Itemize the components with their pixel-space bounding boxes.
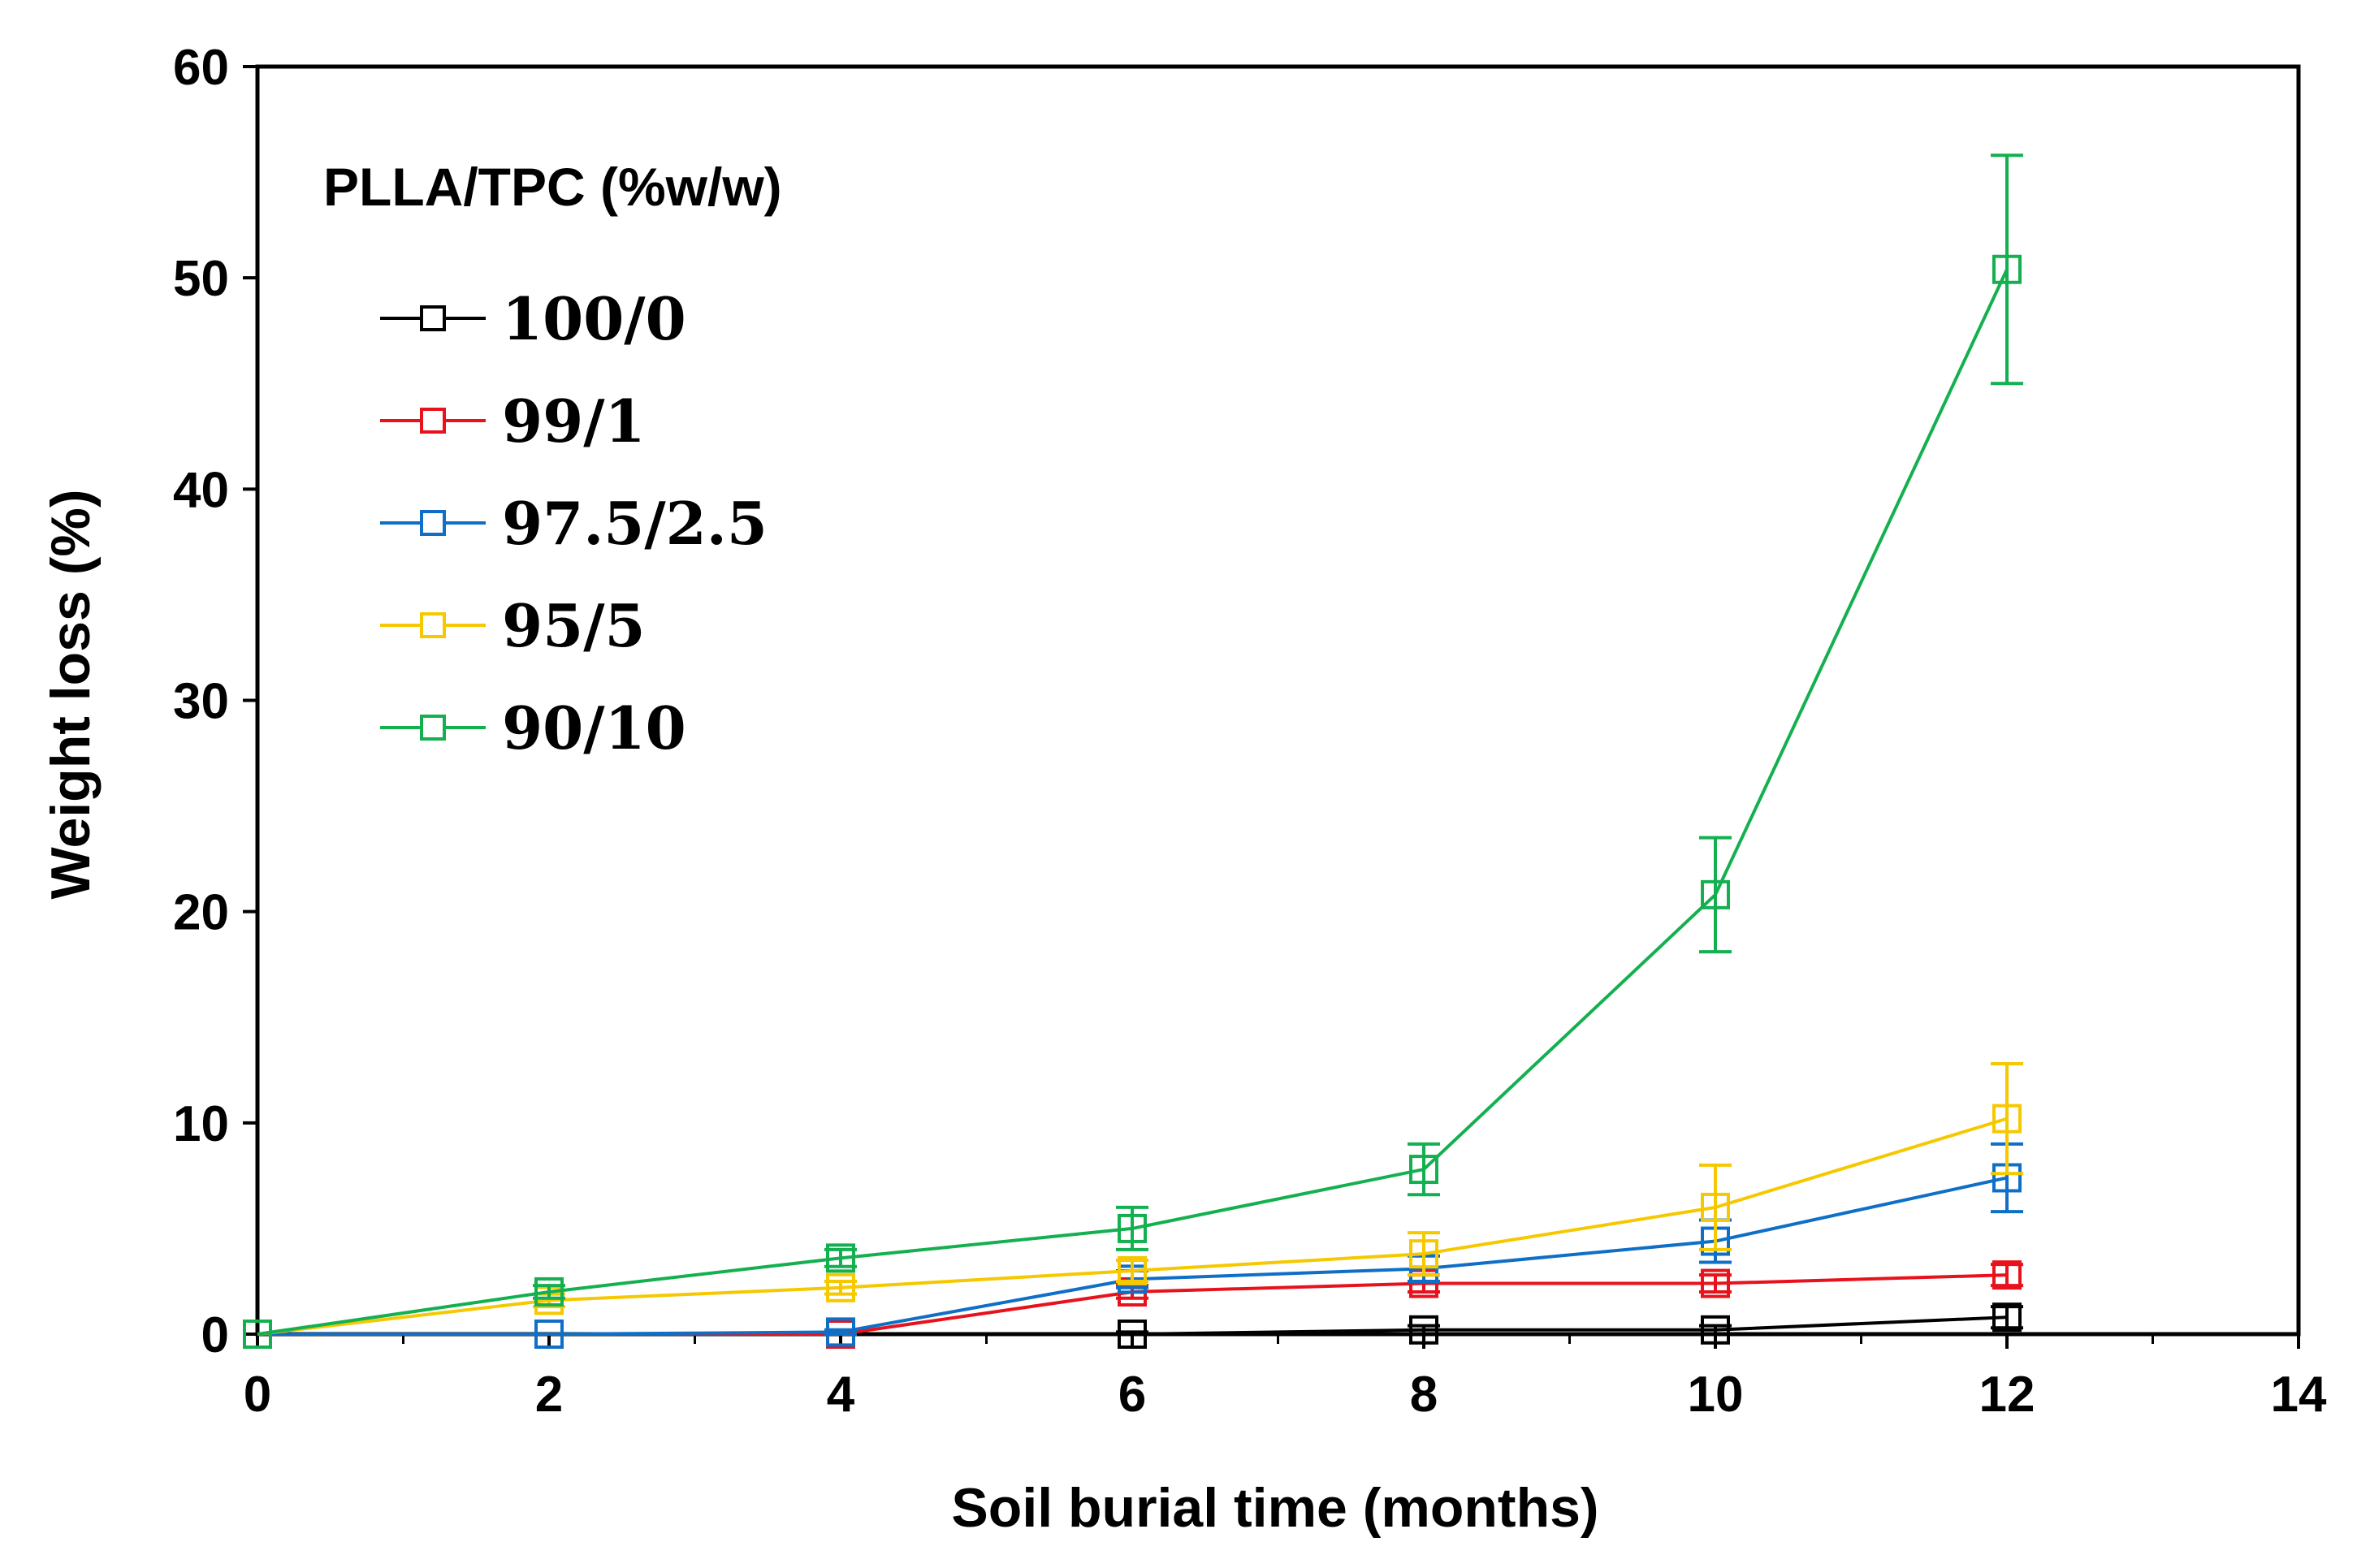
legend-item: 95/5 (380, 591, 646, 660)
data-point (826, 1243, 855, 1273)
data-point (1118, 1213, 1147, 1243)
legend: PLLA/TPC (%w/w) 100/0 99/1 97.5/2.5 95/5 90/… (323, 157, 782, 762)
y-tick-label: 0 (201, 1307, 229, 1363)
data-point (1409, 1155, 1438, 1185)
data-point (826, 1272, 855, 1302)
data-point (1992, 1302, 2022, 1333)
data-point (826, 1317, 855, 1347)
y-tick-label: 10 (173, 1096, 229, 1152)
data-point (1118, 1320, 1147, 1349)
data-point (1701, 1268, 1730, 1298)
data-point (1701, 879, 1730, 909)
legend-marker (420, 510, 446, 536)
x-tick-label: 12 (1979, 1367, 2035, 1423)
legend-item: 100/0 (380, 284, 686, 353)
legend-label: 99/1 (502, 387, 646, 456)
data-point (1409, 1315, 1438, 1345)
legend-label: 100/0 (502, 284, 686, 353)
y-tick-label: 40 (173, 462, 229, 518)
x-axis-title: Soil burial time (months) (951, 1477, 1598, 1539)
y-tick-label: 30 (173, 674, 229, 730)
data-point (1992, 1104, 2022, 1134)
axis-ticks: 0 2 4 6 8 10 12 14 0 10 20 30 40 50 60 (173, 40, 2327, 1423)
legend-marker (420, 408, 446, 434)
y-axis-title: Weight loss (%) (40, 490, 102, 900)
legend-item: 99/1 (380, 387, 646, 456)
legend-marker (420, 305, 446, 331)
data-point (1992, 1260, 2022, 1290)
data-point (1701, 1192, 1730, 1222)
data-point (1409, 1239, 1438, 1269)
x-tick-label: 6 (1118, 1367, 1146, 1423)
legend-label: 95/5 (502, 591, 646, 660)
data-point (1992, 254, 2022, 284)
y-tick-label: 50 (173, 251, 229, 307)
y-tick-label: 60 (173, 40, 229, 96)
data-point (1118, 1255, 1147, 1285)
data-point (243, 1320, 272, 1349)
legend-marker (420, 715, 446, 741)
legend-item: 97.5/2.5 (380, 489, 768, 558)
series-90/10 (243, 153, 2023, 1349)
data-point (1701, 1315, 1730, 1345)
x-tick-label: 2 (535, 1367, 563, 1423)
data-point (534, 1320, 564, 1349)
legend-label: 90/10 (502, 693, 686, 762)
x-tick-label: 8 (1410, 1367, 1438, 1423)
x-tick-label: 0 (244, 1367, 271, 1423)
data-point (534, 1276, 564, 1307)
legend-title: PLLA/TPC (%w/w) (323, 157, 782, 217)
legend-items: 100/0 99/1 97.5/2.5 95/5 90/10 (380, 284, 768, 762)
x-tick-label: 10 (1688, 1367, 1744, 1423)
y-tick-label: 20 (173, 885, 229, 941)
legend-marker (420, 612, 446, 638)
legend-label: 97.5/2.5 (502, 489, 768, 558)
x-tick-label: 4 (827, 1367, 855, 1423)
x-tick-label: 14 (2271, 1367, 2327, 1423)
legend-item: 90/10 (380, 693, 686, 762)
series-layer (243, 153, 2023, 1349)
